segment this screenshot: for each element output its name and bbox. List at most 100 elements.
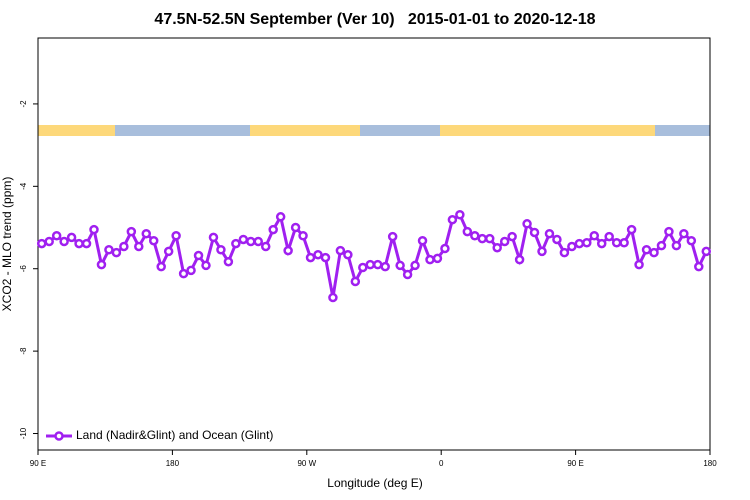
data-point xyxy=(455,209,465,220)
data-point xyxy=(238,234,249,245)
data-point xyxy=(335,245,346,256)
x-tick-label: 90 E xyxy=(30,459,46,468)
data-point xyxy=(201,260,211,271)
data-point xyxy=(537,246,547,257)
data-point xyxy=(499,236,510,247)
data-point xyxy=(163,246,174,257)
legend-label: Land (Nadir&Glint) and Ocean (Glint) xyxy=(76,428,273,442)
data-point xyxy=(484,233,495,244)
data-point xyxy=(298,231,308,241)
y-tick-label: -4 xyxy=(19,182,28,190)
land-band xyxy=(38,125,115,136)
data-point xyxy=(126,226,137,237)
y-tick-label: -6 xyxy=(19,265,28,273)
data-point xyxy=(372,259,383,270)
x-axis-label: Longitude (deg E) xyxy=(327,476,422,490)
data-point xyxy=(596,238,607,249)
data-point xyxy=(223,256,234,267)
data-point xyxy=(686,235,697,246)
data-point xyxy=(574,238,585,249)
ocean-band xyxy=(360,125,440,136)
data-point xyxy=(694,261,704,272)
data-point xyxy=(611,238,622,248)
data-point xyxy=(313,249,323,260)
data-point xyxy=(260,241,271,252)
data-point xyxy=(66,232,77,243)
data-point xyxy=(81,238,92,249)
data-point xyxy=(417,235,428,246)
data-point xyxy=(492,242,502,253)
series-line xyxy=(41,212,708,298)
x-tick-label: 90 E xyxy=(567,459,583,468)
data-point xyxy=(447,214,458,225)
data-point xyxy=(253,236,264,247)
data-point xyxy=(402,269,413,280)
data-point xyxy=(246,236,256,247)
data-point xyxy=(671,240,682,251)
data-point xyxy=(193,250,204,261)
data-point xyxy=(343,249,353,260)
data-point xyxy=(380,261,390,272)
data-point xyxy=(365,259,376,270)
data-point xyxy=(104,245,114,255)
data-point xyxy=(425,254,435,265)
data-point xyxy=(649,247,659,258)
data-point xyxy=(275,212,286,222)
data-point xyxy=(51,231,62,241)
data-point xyxy=(589,231,600,241)
chart-title: 47.5N-52.5N September (Ver 10) 2015-01-0… xyxy=(154,11,595,28)
data-point xyxy=(641,245,652,255)
data-point xyxy=(59,236,69,247)
data-point xyxy=(470,231,480,241)
data-point xyxy=(44,236,54,247)
data-point xyxy=(559,247,570,258)
data-point xyxy=(171,231,181,241)
data-point xyxy=(36,238,47,249)
data-point xyxy=(358,262,368,273)
x-tick-label: 0 xyxy=(439,459,444,468)
data-point xyxy=(320,252,331,263)
data-point xyxy=(268,224,278,235)
data-point xyxy=(134,241,144,252)
y-axis-label: XCO2 - MLO trend (ppm) xyxy=(0,177,14,312)
data-point xyxy=(567,241,577,252)
data-point xyxy=(507,231,517,242)
data-point xyxy=(119,241,129,252)
data-point xyxy=(582,238,592,248)
data-point xyxy=(74,238,84,249)
y-tick-label: -2 xyxy=(19,100,28,108)
data-point xyxy=(656,240,667,251)
data-point xyxy=(701,246,712,257)
data-point xyxy=(208,232,219,243)
y-tick-label: -8 xyxy=(19,347,28,355)
data-point xyxy=(477,233,488,244)
data-point xyxy=(350,276,361,287)
data-point xyxy=(679,228,689,239)
data-point xyxy=(626,224,637,235)
data-point xyxy=(529,227,540,238)
data-point xyxy=(440,243,450,254)
y-tick-label: -10 xyxy=(19,427,28,439)
data-point xyxy=(664,226,674,237)
data-point xyxy=(96,259,107,270)
data-point xyxy=(462,226,473,237)
data-point xyxy=(604,231,614,242)
legend-marker xyxy=(54,431,64,441)
data-point xyxy=(141,228,152,239)
ocean-band xyxy=(115,125,250,136)
data-point xyxy=(178,268,189,279)
data-point xyxy=(231,238,241,249)
data-point xyxy=(514,254,525,265)
ocean-band xyxy=(655,125,710,136)
x-tick-label: 90 W xyxy=(297,459,316,468)
data-point xyxy=(410,260,420,271)
data-point xyxy=(619,238,629,248)
data-point xyxy=(552,234,562,245)
data-point xyxy=(216,245,226,255)
data-point xyxy=(634,259,644,270)
land-band xyxy=(440,125,655,136)
data-point xyxy=(395,260,405,271)
data-point xyxy=(186,265,196,276)
